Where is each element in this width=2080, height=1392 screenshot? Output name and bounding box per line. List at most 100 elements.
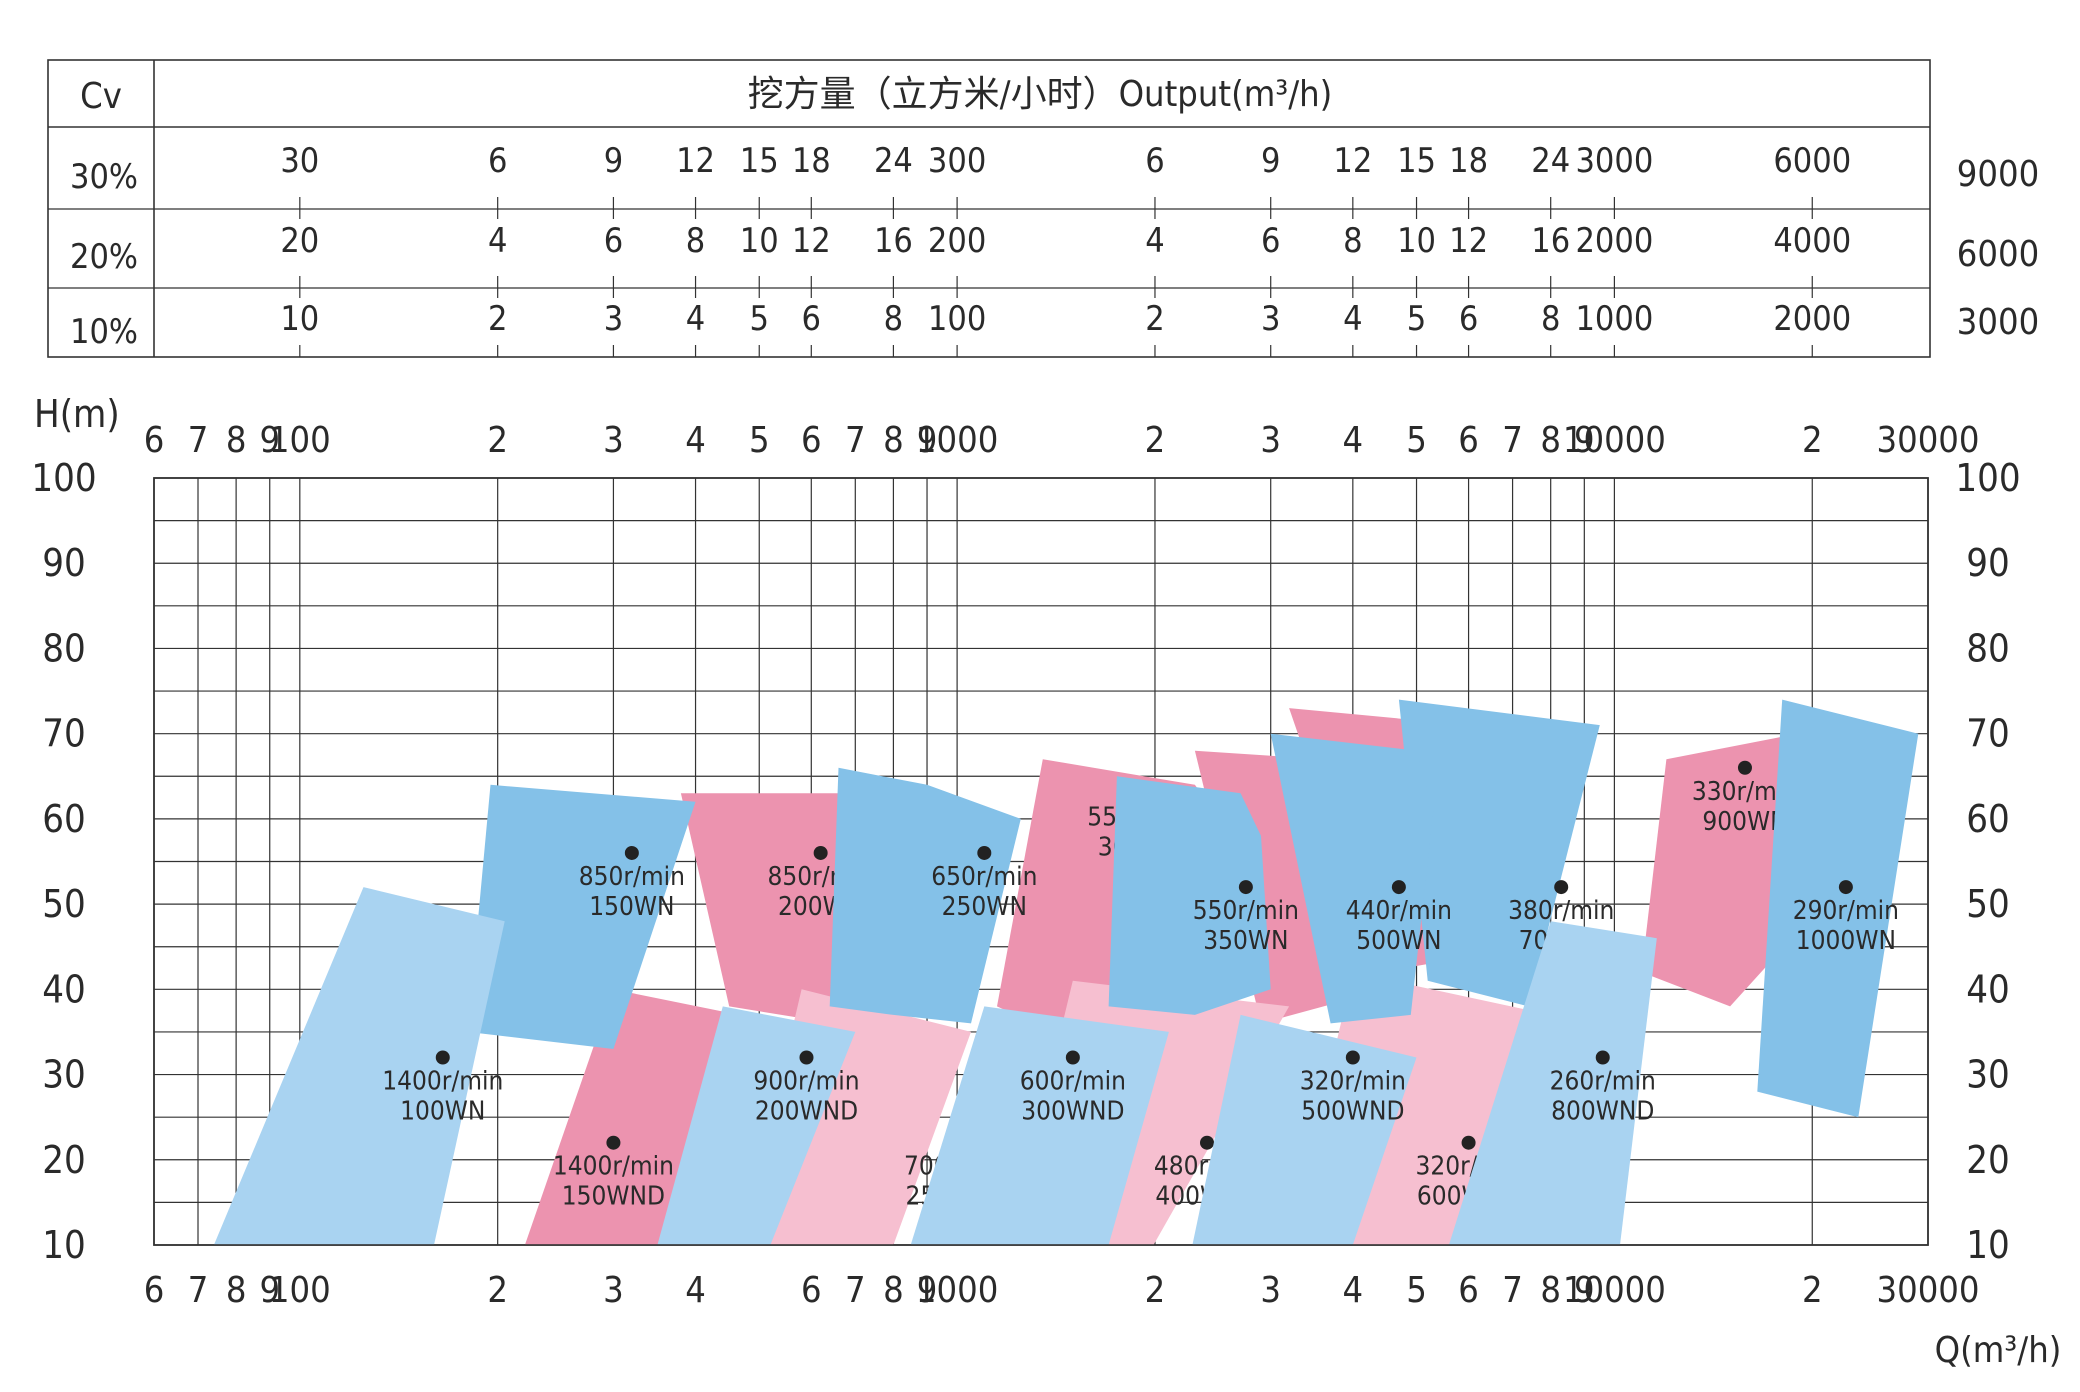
pump-speed-label: 1400r/min — [382, 1067, 503, 1097]
pump-region-shape — [467, 784, 696, 1049]
row-right-value: 3000 — [1957, 302, 2039, 343]
table-tick-label: 8 — [1541, 299, 1560, 339]
plot-area: 330r/min900WN420r/min600WN500r/min450WN5… — [31, 392, 2061, 1371]
pump-region-shape — [1270, 733, 1434, 1024]
table-tick-label: 2000 — [1575, 221, 1653, 261]
bottom-x-tick-label: 3 — [1260, 1270, 1281, 1311]
top-x-tick-label: 2 — [1802, 420, 1823, 461]
table-tick-label: 2000 — [1773, 299, 1851, 339]
table-tick-label: 6 — [802, 299, 821, 339]
top-x-tick-label: 10000 — [1563, 420, 1666, 461]
y-tick-label-right: 20 — [1966, 1138, 2010, 1182]
pump-model-label: 800WND — [1551, 1097, 1654, 1127]
bottom-x-tick-label: 9 — [259, 1270, 280, 1311]
table-tick-label: 15 — [740, 141, 779, 181]
table-tick-label: 30 — [280, 141, 319, 181]
y-tick-label-left: 80 — [42, 626, 86, 670]
top-x-tick-label: 8 — [226, 420, 247, 461]
bottom-x-tick-label: 8 — [1540, 1270, 1561, 1311]
table-tick-label: 8 — [686, 221, 705, 261]
top-x-tick-label: 8 — [883, 420, 904, 461]
table-tick-label: 9 — [1261, 141, 1280, 181]
table-tick-label: 24 — [874, 141, 913, 181]
table-tick-label: 1000 — [1575, 299, 1653, 339]
table-tick-label: 6 — [1459, 299, 1478, 339]
cv-row-label: 20% — [70, 237, 138, 277]
bottom-x-tick-label: 2 — [1802, 1270, 1823, 1311]
bottom-x-tick-label: 7 — [845, 1270, 866, 1311]
operating-point-marker — [1595, 1050, 1610, 1065]
y-tick-label-left: 60 — [42, 797, 86, 841]
output-table: Cv 挖方量（立方米/小时）Output(m³/h) 30% 20% 10% 9… — [47, 59, 2039, 358]
top-x-tick-label: 6 — [801, 420, 822, 461]
pump-model-label: 1000WN — [1796, 926, 1896, 956]
pump-speed-label: 900r/min — [753, 1067, 859, 1097]
bottom-x-tick-label: 6 — [801, 1270, 822, 1311]
cv-row-label: 30% — [70, 157, 138, 197]
pump-region-shape — [829, 767, 1021, 1024]
y-tick-label-left: 30 — [42, 1053, 86, 1097]
table-tick-label: 9 — [604, 141, 623, 181]
pump-model-label: 150WN — [589, 892, 674, 922]
pump-model-label: 350WN — [1203, 926, 1288, 956]
top-x-tick-label: 8 — [1540, 420, 1561, 461]
bottom-x-tick-label: 8 — [226, 1270, 247, 1311]
pump-speed-label: 550r/min — [1193, 896, 1299, 926]
y-tick-label-left: 20 — [42, 1138, 86, 1182]
cv-row-label: 10% — [70, 312, 138, 352]
table-tick-label: 10 — [740, 221, 779, 261]
table-tick-label: 12 — [676, 141, 715, 181]
operating-point-marker — [624, 845, 639, 860]
pump-regions: 330r/min900WN420r/min600WN500r/min450WN5… — [213, 699, 1919, 1245]
table-tick-label: 200 — [928, 221, 986, 261]
table-tick-label: 12 — [1449, 221, 1488, 261]
top-x-tick-label: 9 — [259, 420, 280, 461]
bottom-x-tick-label: 5 — [1406, 1270, 1427, 1311]
bottom-x-tick-label: 4 — [1343, 1270, 1364, 1311]
y-tick-label-right: 60 — [1966, 797, 2010, 841]
table-tick-label: 18 — [792, 141, 831, 181]
pump-speed-label: 380r/min — [1508, 896, 1614, 926]
table-tick-label: 4 — [1343, 299, 1362, 339]
pump-speed-label: 650r/min — [931, 862, 1037, 892]
top-x-tick-label: 5 — [749, 420, 770, 461]
bottom-x-tick-label: 2 — [1145, 1270, 1166, 1311]
top-x-tick-label: 2 — [487, 420, 508, 461]
y-tick-label-right: 90 — [1966, 541, 2010, 585]
table-tick-label: 10 — [280, 299, 319, 339]
operating-point-marker — [1200, 1135, 1215, 1150]
bottom-x-tick-label: 7 — [188, 1270, 209, 1311]
table-tick-label: 6 — [1261, 221, 1280, 261]
pump-region: 380r/min700WN — [1398, 699, 1614, 1007]
table-tick-label: 6 — [1145, 141, 1164, 181]
y-tick-label-right: 10 — [1966, 1223, 2010, 1267]
table-tick-label: 8 — [884, 299, 903, 339]
bottom-x-tick-label: 3 — [603, 1270, 624, 1311]
y-tick-label-right: 40 — [1966, 967, 2010, 1011]
bottom-x-tick-label: 30000 — [1876, 1270, 1979, 1311]
pump-speed-label: 260r/min — [1550, 1067, 1656, 1097]
table-tick-label: 4 — [1145, 221, 1164, 261]
bottom-x-tick-label: 8 — [883, 1270, 904, 1311]
top-x-tick-label: 1000 — [916, 420, 998, 461]
y-tick-label-right: 80 — [1966, 626, 2010, 670]
y-tick-label-left: 90 — [42, 541, 86, 585]
pump-region-shape — [1398, 699, 1600, 1007]
top-x-tick-label: 9 — [1574, 420, 1595, 461]
table-tick-label: 5 — [750, 299, 769, 339]
table-tick-label: 3 — [1261, 299, 1280, 339]
y-tick-label-right: 70 — [1966, 712, 2010, 756]
operating-point-marker — [606, 1135, 621, 1150]
table-tick-label: 2 — [1145, 299, 1164, 339]
pump-model-label: 500WND — [1301, 1097, 1404, 1127]
table-tick-label: 6 — [604, 221, 623, 261]
table-tick-label: 20 — [280, 221, 319, 261]
y-tick-label-left: 50 — [42, 882, 86, 926]
top-x-tick-label: 7 — [188, 420, 209, 461]
table-tick-label: 16 — [1531, 221, 1570, 261]
table-tick-label: 6000 — [1773, 141, 1851, 181]
x-axis-title: Q(m³/h) — [1935, 1330, 2062, 1371]
